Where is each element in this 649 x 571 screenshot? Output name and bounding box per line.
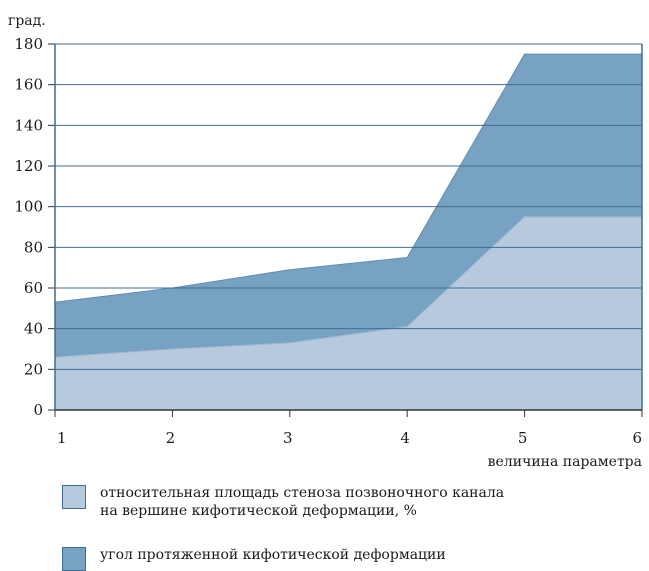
legend: относительная площадь стеноза позвоночно… xyxy=(62,484,622,571)
axes-layer: 0 20 40 60 80 100 120 140 160 180 1 2 3 4 5 6 xyxy=(14,35,643,447)
area-edge-series-0 xyxy=(54,216,642,358)
areas-layer xyxy=(54,53,642,411)
legend-label-stenosis: относительная площадь стеноза позвоночно… xyxy=(100,485,505,519)
x-tick-label-5: 5 xyxy=(518,429,528,447)
legend-swatch-stenosis xyxy=(62,485,86,509)
y-tick-label-100: 100 xyxy=(14,198,43,216)
x-tick-label-3: 3 xyxy=(283,429,293,447)
y-tick-label-0: 0 xyxy=(33,401,43,419)
legend-swatch-kyphosis-angle xyxy=(62,547,86,571)
y-tick-label-80: 80 xyxy=(24,238,43,256)
legend-item-stenosis: относительная площадь стеноза позвоночно… xyxy=(62,484,622,520)
y-tick-label-120: 120 xyxy=(14,157,43,175)
y-tick-label-40: 40 xyxy=(24,320,43,338)
y-axis-title: град. xyxy=(8,13,46,29)
legend-item-kyphosis-angle: угол протяженной кифотической деформации xyxy=(62,546,622,571)
area-chart: град. величина параметра 020406080100120… xyxy=(8,13,643,470)
area-edge-series-1 xyxy=(54,53,642,303)
x-tick-label-6: 6 xyxy=(632,429,642,447)
y-tick-label-140: 140 xyxy=(14,116,43,134)
x-tick-label-1: 1 xyxy=(57,429,67,447)
legend-label-kyphosis-angle: угол протяженной кифотической деформации xyxy=(100,547,446,563)
y-tick-label-160: 160 xyxy=(14,76,43,94)
x-tick-label-2: 2 xyxy=(166,429,176,447)
x-tick-label-4: 4 xyxy=(400,429,410,447)
y-tick-label-60: 60 xyxy=(24,279,43,297)
grid-layer xyxy=(55,43,642,370)
y-tick-label-180: 180 xyxy=(14,35,43,53)
area-series-0 xyxy=(55,216,642,410)
y-tick-label-20: 20 xyxy=(24,360,43,378)
x-axis-title: величина параметра xyxy=(488,454,642,470)
